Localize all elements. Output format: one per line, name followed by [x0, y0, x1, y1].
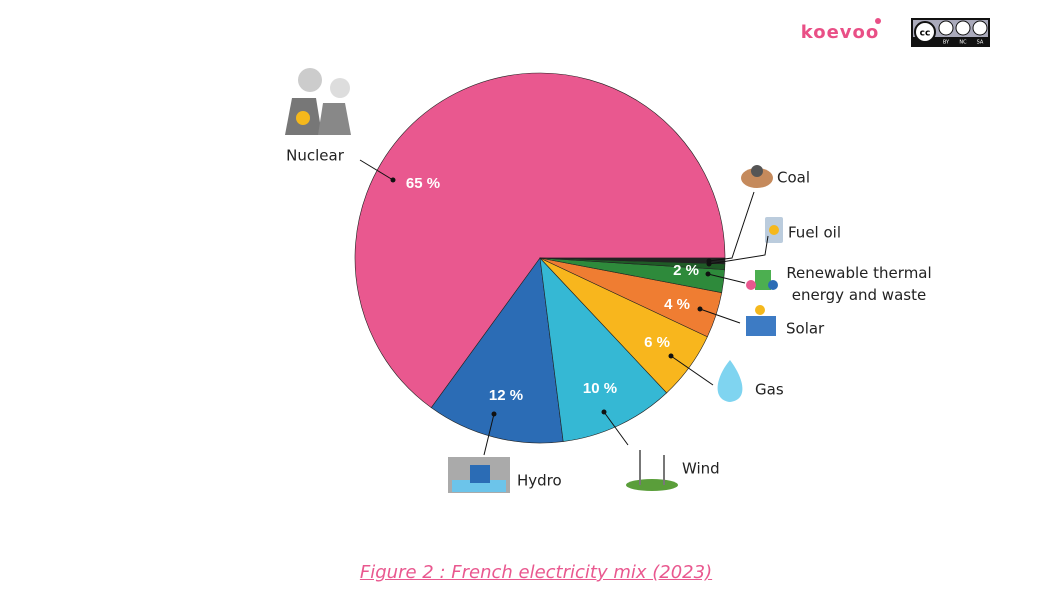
wind-icon: [626, 450, 678, 491]
logo-dot: [875, 18, 881, 24]
solar-icon: [746, 305, 776, 336]
fuel-oil-icon: [765, 217, 783, 243]
labels: Nuclear 65 % Hydro 12 % Wind 10 % Gas 6 % Solar 4…: [286, 147, 841, 490]
category-label: Nuclear: [286, 147, 345, 165]
pie-slice: [539, 257, 726, 265]
pie-slice: [354, 72, 726, 409]
gas-icon: [717, 360, 743, 402]
category-label: Hydro: [517, 472, 562, 490]
license-nc: NC: [959, 40, 967, 46]
leader-line: [603, 411, 629, 446]
leader-dot: [601, 409, 607, 415]
leader-line: [708, 191, 755, 262]
leader-line: [708, 235, 769, 265]
logo: koevoo: [801, 22, 880, 43]
caption: Figure 2 : French electricity mix (2023): [359, 562, 713, 583]
category-label: Solar: [786, 320, 825, 338]
value-label: 10 %: [583, 380, 617, 397]
value-label: 6 %: [644, 334, 670, 351]
coal-icon: [741, 165, 773, 188]
leader-dot: [668, 353, 674, 359]
value-label: 12 %: [489, 387, 523, 404]
value-label: 65 %: [406, 175, 440, 192]
renewable-icon: [746, 270, 778, 290]
license-sa: SA: [977, 40, 984, 46]
value-label: 2 %: [673, 262, 699, 279]
license-by: BY: [943, 40, 950, 46]
license-badge: cc BY NC SA: [911, 18, 990, 47]
leader-line: [359, 159, 394, 181]
license-cc: cc: [920, 29, 931, 39]
leader-dot: [491, 411, 497, 417]
nuclear-icon: [285, 68, 351, 135]
leader-line: [670, 355, 714, 386]
leader-dot: [705, 271, 711, 277]
pie-slice: [539, 257, 668, 442]
leader-dot: [390, 177, 396, 183]
leader-dot: [706, 258, 712, 264]
leader-line: [483, 413, 495, 456]
category-label: Fuel oil: [788, 224, 841, 242]
pie-slice: [430, 257, 564, 444]
leader-dot: [697, 306, 703, 312]
category-label: Renewable thermal energy and waste: [786, 264, 932, 304]
value-label: 4 %: [664, 296, 690, 313]
hydro-icon: [448, 457, 510, 493]
category-label: Gas: [755, 381, 784, 399]
leader-line: [707, 273, 746, 284]
leader-line: [699, 308, 741, 324]
category-label: Coal: [777, 169, 810, 187]
pie: [354, 72, 726, 444]
icons: [285, 68, 783, 493]
category-label: Wind: [682, 460, 720, 478]
